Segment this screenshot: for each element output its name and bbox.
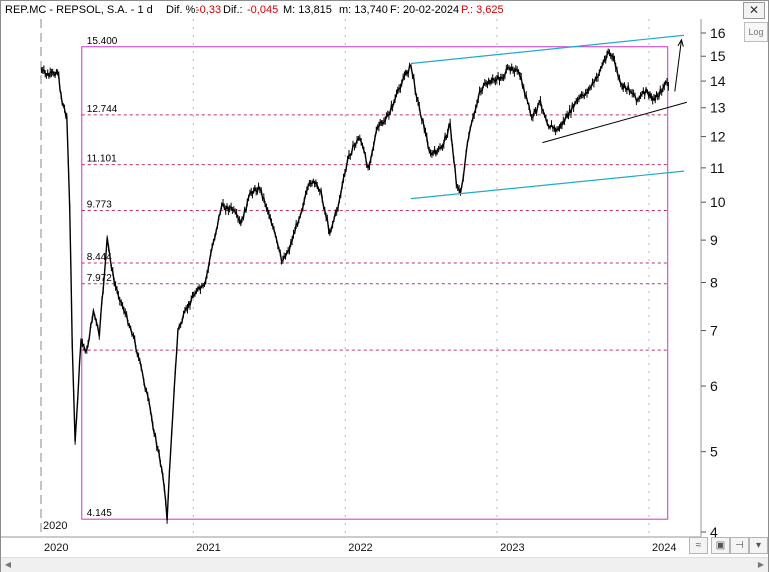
date-label: F: 20-02-2024 xyxy=(390,4,460,16)
drawn-trendlines xyxy=(410,34,688,200)
price-series xyxy=(40,48,670,524)
y-tick-label: 5 xyxy=(710,444,718,460)
level-label-4: 8.444 xyxy=(87,252,112,263)
y-tick-label: 14 xyxy=(710,73,726,89)
symbol-label: REP.MC - REPSOL, S.A. - 1 d xyxy=(5,4,153,16)
x-tick-label-2024: 2024 xyxy=(652,542,676,554)
price-label: P.: 3,625 xyxy=(461,4,504,16)
y-tick-label: 4 xyxy=(710,524,718,540)
x-tick-label-2021: 2021 xyxy=(196,542,220,554)
save-icon[interactable]: ▣ xyxy=(711,537,730,554)
year-marker-label: 2020 xyxy=(43,520,67,532)
level-label-0: 15.400 xyxy=(87,36,118,47)
max-label: M: 13,815 xyxy=(283,4,332,16)
dif-pct-label: Dif. %: xyxy=(166,4,199,16)
x-tick-label-2022: 2022 xyxy=(348,542,372,554)
y-tick-label: 7 xyxy=(710,323,718,339)
dif-pct-value: -0,33 xyxy=(196,4,222,16)
scroll-left-icon[interactable]: ◀ xyxy=(4,560,12,569)
y-tick-label: 10 xyxy=(710,194,726,210)
zoom-icon[interactable]: ≈ xyxy=(689,537,708,554)
pin-icon[interactable]: ⊣ xyxy=(730,537,749,554)
quote-header: REP.MC - REPSOL, S.A. - 1 d Dif. %: -0,3… xyxy=(1,1,768,19)
y-tick-label: 11 xyxy=(710,160,725,176)
y-tick-label: 13 xyxy=(710,100,726,116)
year-gridlines xyxy=(40,19,650,537)
y-tick-label: 15 xyxy=(710,48,726,64)
level-label-1: 12.744 xyxy=(87,104,118,115)
channel-line-1 xyxy=(410,170,685,200)
support-trendline-0 xyxy=(542,101,688,144)
dif-label: Dif.: xyxy=(223,4,243,16)
projection-arrow xyxy=(674,39,682,92)
level-label-5: 7.972 xyxy=(87,273,112,284)
y-tick-label: 9 xyxy=(710,232,718,248)
dif-value: -0,045 xyxy=(247,4,279,16)
x-axis: 2020 2021 2022 2023 2024 2020 xyxy=(1,520,701,554)
horizontal-scrollbar[interactable]: ◀ ▶ xyxy=(1,557,768,572)
scroll-right-icon[interactable]: ▶ xyxy=(757,560,765,569)
fib-box xyxy=(81,46,669,520)
price-line xyxy=(41,51,670,521)
y-tick-label: 12 xyxy=(710,129,726,145)
price-chart: 15.400 12.744 11.101 9.773 8.444 7.972 4.145 4… xyxy=(1,19,726,554)
level-label-2: 11.101 xyxy=(87,154,117,165)
level-label-7: 4.145 xyxy=(87,508,112,519)
x-tick-label-2023: 2023 xyxy=(500,542,524,554)
y-axis: 4 5 6 7 8 9 10 11 12 13 14 15 16 xyxy=(700,19,726,540)
y-tick-label: 8 xyxy=(710,275,718,291)
log-scale-button[interactable]: Log xyxy=(744,22,768,42)
expand-icon[interactable]: ▾ xyxy=(749,537,768,554)
y-tick-label: 6 xyxy=(710,378,718,394)
y-tick-label: 16 xyxy=(710,25,726,41)
min-label: m: 13,740 xyxy=(339,4,388,16)
level-label-3: 9.773 xyxy=(87,199,112,210)
fibonacci-levels: 15.400 12.744 11.101 9.773 8.444 7.972 4.145 xyxy=(81,36,669,520)
x-tick-label-2020: 2020 xyxy=(44,542,68,554)
close-button[interactable]: ✕ xyxy=(743,2,765,19)
channel-line-0 xyxy=(410,34,685,65)
projection-arrowhead xyxy=(677,38,684,47)
